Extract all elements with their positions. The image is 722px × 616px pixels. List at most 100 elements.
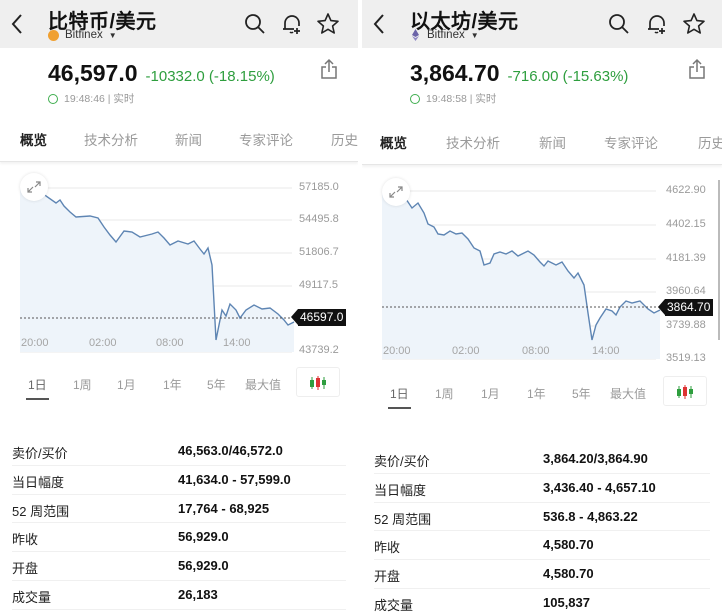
- stat-row: 成交量 26,183: [12, 581, 346, 610]
- range-1m[interactable]: 1月: [481, 387, 500, 401]
- search-icon[interactable]: [243, 12, 267, 36]
- current-price-tag: 3864.70: [657, 299, 714, 316]
- header-bar: 比特币/美元 Bitfinex ▼: [0, 0, 358, 48]
- page-title: 以太坊/美元: [410, 11, 519, 33]
- x-axis-label: 02:00: [89, 337, 117, 349]
- y-axis-label: 43739.2: [299, 344, 339, 356]
- price-chart[interactable]: 57185.0 54495.8 51806.7 49117.5 43739.2 …: [0, 170, 358, 360]
- clock-icon: [410, 93, 420, 104]
- range-1m[interactable]: 1月: [117, 378, 136, 392]
- quote-time: 19:48:46 | 实时: [48, 91, 134, 106]
- range-1y[interactable]: 1年: [527, 387, 546, 401]
- star-icon[interactable]: [316, 12, 340, 36]
- tab-technical-analysis[interactable]: 技术分析: [84, 133, 138, 148]
- page-title: 比特币/美元: [48, 11, 157, 33]
- share-icon[interactable]: [320, 58, 338, 80]
- stat-value: 46,563.0/46,572.0: [178, 443, 283, 458]
- range-selector: 1日 1周 1月 1年 5年 最大值: [362, 375, 722, 415]
- tab-overview[interactable]: 概览: [380, 136, 407, 151]
- stat-label: 52 周范围: [12, 503, 70, 519]
- y-axis-label: 4622.90: [666, 184, 706, 196]
- range-1d[interactable]: 1日: [26, 378, 49, 400]
- range-5y[interactable]: 5年: [207, 378, 226, 392]
- tab-bar: 概览 技术分析 新闻 专家评论 历史: [362, 115, 722, 165]
- candlestick-toggle-button[interactable]: [296, 367, 340, 397]
- price-change: -10332.0 (-18.15%): [145, 68, 275, 85]
- stat-row: 开盘 4,580.70: [374, 560, 710, 589]
- range-1d[interactable]: 1日: [388, 387, 411, 409]
- y-axis-label: 54495.8: [299, 213, 339, 225]
- add-alert-icon[interactable]: [645, 12, 669, 36]
- back-icon[interactable]: [370, 12, 390, 36]
- current-price-tag: 46597.0: [290, 309, 347, 326]
- tab-news[interactable]: 新闻: [175, 133, 202, 148]
- star-icon[interactable]: [682, 12, 706, 36]
- stat-value: 4,580.70: [543, 537, 594, 553]
- candlestick-toggle-button[interactable]: [663, 376, 707, 406]
- y-axis-label: 3960.64: [666, 285, 706, 297]
- stat-row: 昨收 56,929.0: [12, 523, 346, 553]
- stat-label: 昨收: [374, 540, 401, 556]
- add-alert-icon[interactable]: [280, 12, 304, 36]
- stat-value: 536.8 - 4,863.22: [543, 508, 638, 524]
- price-chart[interactable]: 4622.90 4402.15 4181.39 3960.64 3739.88 …: [362, 175, 722, 370]
- tab-expert-comments[interactable]: 专家评论: [239, 133, 293, 148]
- y-axis-label: 3519.13: [666, 352, 706, 364]
- btc-quote-panel: 比特币/美元 Bitfinex ▼ 46,597.0 -10332.0 (-18…: [0, 0, 358, 616]
- quote-row: 46,597.0 -10332.0 (-18.15%): [48, 60, 275, 87]
- caret-down-icon: ▼: [470, 30, 479, 40]
- fullscreen-button[interactable]: [20, 173, 48, 201]
- range-1y[interactable]: 1年: [163, 378, 182, 392]
- ethereum-icon: [412, 29, 419, 41]
- tab-history[interactable]: 历史: [698, 136, 722, 151]
- x-axis-label: 14:00: [592, 345, 620, 357]
- stat-row: 52 周范围 17,764 - 68,925: [12, 495, 346, 524]
- stat-row: 开盘 56,929.0: [12, 552, 346, 581]
- tab-technical-analysis[interactable]: 技术分析: [446, 136, 500, 151]
- stat-row: 卖价/买价 3,864.20/3,864.90: [374, 445, 710, 474]
- stats-table: 卖价/买价 3,864.20/3,864.90 当日幅度 3,436.40 - 4,…: [374, 445, 710, 616]
- y-axis-label: 4181.39: [666, 252, 706, 264]
- stat-value: 41,634.0 - 57,599.0: [178, 471, 291, 487]
- y-axis-label: 49117.5: [299, 279, 338, 291]
- stat-value: 17,764 - 68,925: [178, 500, 270, 516]
- range-max[interactable]: 最大值: [245, 378, 282, 392]
- stat-label: 开盘: [12, 561, 39, 577]
- caret-down-icon: ▼: [108, 30, 117, 40]
- last-price: 3,864.70: [410, 60, 500, 86]
- stat-label: 开盘: [374, 569, 401, 585]
- tab-overview[interactable]: 概览: [20, 133, 47, 148]
- exchange-label: Bitfinex: [427, 29, 465, 41]
- tab-news[interactable]: 新闻: [539, 136, 566, 151]
- exchange-selector[interactable]: Bitfinex ▼: [48, 29, 117, 41]
- tab-expert-comments[interactable]: 专家评论: [604, 136, 658, 151]
- timestamp: 19:48:58 | 实时: [426, 93, 497, 105]
- header-bar: 以太坊/美元 Bitfinex ▼: [362, 0, 722, 48]
- chart-canvas: [20, 187, 296, 353]
- stat-value: 3,436.40 - 4,657.10: [543, 479, 656, 495]
- y-axis-label: 4402.15: [666, 218, 706, 230]
- range-max[interactable]: 最大值: [610, 387, 647, 401]
- range-5y[interactable]: 5年: [572, 387, 591, 401]
- stat-value: 4,580.70: [543, 566, 594, 582]
- stat-label: 当日幅度: [374, 482, 427, 498]
- timestamp: 19:48:46 | 实时: [64, 93, 135, 105]
- stat-label: 卖价/买价: [374, 454, 430, 469]
- range-1w[interactable]: 1周: [73, 378, 92, 392]
- stat-label: 成交量: [374, 597, 414, 613]
- stat-label: 当日幅度: [12, 474, 65, 490]
- tab-history[interactable]: 历史: [331, 133, 358, 148]
- stat-row: 当日幅度 3,436.40 - 4,657.10: [374, 474, 710, 503]
- stat-label: 昨收: [12, 532, 39, 548]
- back-icon[interactable]: [8, 12, 28, 36]
- fullscreen-button[interactable]: [382, 178, 410, 206]
- range-1w[interactable]: 1周: [435, 387, 454, 401]
- stat-value: 105,837: [543, 594, 590, 610]
- stat-row: 成交量 105,837: [374, 589, 710, 616]
- stat-label: 成交量: [12, 589, 52, 605]
- share-icon[interactable]: [688, 58, 706, 80]
- search-icon[interactable]: [607, 12, 631, 36]
- exchange-selector[interactable]: Bitfinex ▼: [410, 29, 479, 41]
- bitcoin-icon: [48, 29, 59, 41]
- expand-icon: [389, 186, 403, 198]
